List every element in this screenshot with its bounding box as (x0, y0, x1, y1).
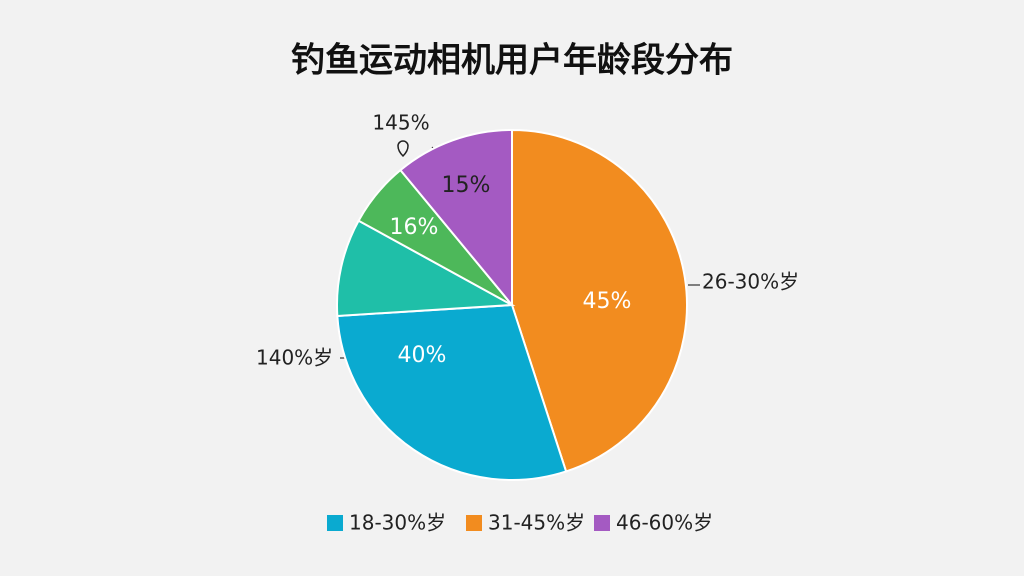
pin-icon (397, 140, 409, 158)
annotation: 140%岁 (256, 346, 333, 370)
pie-slice (511, 128, 688, 473)
slice-label: 45% (583, 289, 632, 314)
legend-label: 18-30%岁 (349, 511, 446, 535)
legend-swatch (466, 515, 482, 531)
legend-swatch (594, 515, 610, 531)
pie-slice (336, 219, 516, 318)
pie-slice (336, 303, 568, 481)
legend-label: 46-60%岁 (616, 511, 713, 535)
chart-title: 钓鱼运动相机用户年龄段分布 (291, 41, 733, 81)
pie-slice (399, 128, 513, 308)
legend-swatch (327, 515, 343, 531)
legend-label: 31-45%岁 (488, 511, 585, 535)
annotation: 26-30%岁 (702, 270, 799, 294)
slice-label: 16% (390, 215, 439, 240)
slice-label: 40% (398, 343, 447, 368)
annotation: 145% (372, 111, 429, 135)
slice-label: 15% (442, 173, 491, 198)
